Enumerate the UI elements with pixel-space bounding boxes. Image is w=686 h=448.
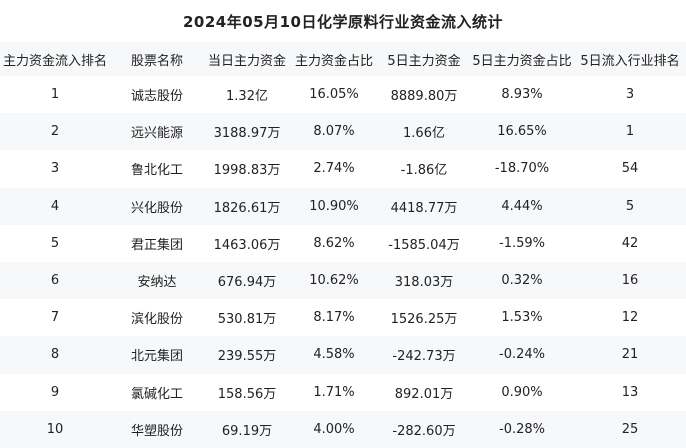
cell-5d-industry-inflow-rank: 16 — [574, 261, 686, 300]
table-header-row: 主力资金流入排名 股票名称 当日主力资金 主力资金占比 5日主力资金 5日主力资金占比 5日… — [0, 42, 686, 76]
table-row: 4 兴化股份 1826.61万 10.90% 4418.77万 4.44% 5 — [0, 187, 686, 225]
cell-main-fund-inflow-rank: 1 — [0, 76, 110, 114]
table-row: 3 鲁北化工 1998.83万 2.74% -1.86亿 -18.70% 54 — [0, 150, 686, 188]
cell-main-fund-inflow-rank: 3 — [0, 150, 110, 188]
title-bar: 2024年05月10日化学原料行业资金流入统计 — [0, 0, 686, 42]
cell-5d-main-fund-ratio: 4.44% — [470, 187, 574, 225]
cell-5d-industry-inflow-rank: 13 — [574, 373, 686, 411]
cell-today-main-fund: 1463.06万 — [204, 224, 290, 262]
column-header-5: 5日主力资金占比 — [470, 42, 574, 76]
cell-5d-main-fund-ratio: 8.93% — [470, 76, 574, 114]
cell-main-fund-inflow-rank: 4 — [0, 187, 110, 225]
cell-main-fund-inflow-rank: 10 — [0, 410, 110, 448]
cell-stock-name: 兴化股份 — [110, 187, 204, 225]
cell-5d-main-fund: 8889.80万 — [378, 76, 470, 114]
column-header-2: 当日主力资金 — [204, 42, 290, 76]
cell-today-main-fund: 1826.61万 — [204, 187, 290, 225]
cell-5d-industry-inflow-rank: 54 — [574, 150, 686, 188]
table-row: 8 北元集团 239.55万 4.58% -242.73万 -0.24% 21 — [0, 336, 686, 374]
cell-5d-main-fund: 318.03万 — [378, 261, 470, 300]
cell-5d-main-fund: -282.60万 — [378, 410, 470, 448]
cell-stock-name: 北元集团 — [110, 336, 204, 374]
page-title: 2024年05月10日化学原料行业资金流入统计 — [183, 12, 503, 31]
cell-5d-main-fund: -242.73万 — [378, 336, 470, 374]
cell-5d-main-fund-ratio: -18.70% — [470, 150, 574, 188]
cell-stock-name: 氯碱化工 — [110, 373, 204, 411]
cell-5d-industry-inflow-rank: 25 — [574, 410, 686, 448]
table-head: 主力资金流入排名 股票名称 当日主力资金 主力资金占比 5日主力资金 5日主力资金占比 5日… — [0, 42, 686, 76]
table-row: 6 安纳达 676.94万 10.62% 318.03万 0.32% 16 — [0, 261, 686, 300]
cell-5d-industry-inflow-rank: 3 — [574, 76, 686, 114]
cell-5d-main-fund-ratio: -0.28% — [470, 410, 574, 448]
cell-5d-main-fund: -1.86亿 — [378, 150, 470, 188]
column-header-1: 股票名称 — [110, 42, 204, 76]
cell-5d-main-fund-ratio: 1.53% — [470, 299, 574, 337]
cell-main-fund-inflow-rank: 7 — [0, 299, 110, 337]
cell-main-fund-ratio: 10.62% — [290, 261, 378, 300]
table-row: 5 君正集团 1463.06万 8.62% -1585.04万 -1.59% 42 — [0, 224, 686, 262]
column-header-6: 5日流入行业排名 — [574, 42, 686, 76]
cell-main-fund-ratio: 10.90% — [290, 187, 378, 225]
table-row: 1 诚志股份 1.32亿 16.05% 8889.80万 8.93% 3 — [0, 76, 686, 114]
cell-5d-main-fund: 4418.77万 — [378, 187, 470, 225]
cell-main-fund-ratio: 8.07% — [290, 113, 378, 151]
cell-5d-main-fund: 1.66亿 — [378, 113, 470, 151]
cell-today-main-fund: 158.56万 — [204, 373, 290, 411]
cell-5d-industry-inflow-rank: 42 — [574, 224, 686, 262]
cell-main-fund-inflow-rank: 5 — [0, 224, 110, 262]
cell-main-fund-ratio: 1.71% — [290, 373, 378, 411]
cell-stock-name: 鲁北化工 — [110, 150, 204, 188]
cell-5d-industry-inflow-rank: 12 — [574, 299, 686, 337]
cell-5d-main-fund: 1526.25万 — [378, 299, 470, 337]
cell-main-fund-ratio: 4.00% — [290, 410, 378, 448]
cell-5d-industry-inflow-rank: 5 — [574, 187, 686, 225]
cell-5d-main-fund-ratio: -1.59% — [470, 224, 574, 262]
cell-stock-name: 滨化股份 — [110, 299, 204, 337]
cell-today-main-fund: 530.81万 — [204, 299, 290, 337]
cell-main-fund-inflow-rank: 8 — [0, 336, 110, 374]
cell-5d-main-fund: 892.01万 — [378, 373, 470, 411]
cell-5d-industry-inflow-rank: 21 — [574, 336, 686, 374]
cell-5d-industry-inflow-rank: 1 — [574, 113, 686, 151]
cell-main-fund-inflow-rank: 9 — [0, 373, 110, 411]
cell-today-main-fund: 676.94万 — [204, 261, 290, 300]
cell-main-fund-ratio: 8.17% — [290, 299, 378, 337]
table-row: 7 滨化股份 530.81万 8.17% 1526.25万 1.53% 12 — [0, 299, 686, 337]
cell-today-main-fund: 239.55万 — [204, 336, 290, 374]
cell-stock-name: 远兴能源 — [110, 113, 204, 151]
cell-today-main-fund: 69.19万 — [204, 410, 290, 448]
cell-main-fund-ratio: 16.05% — [290, 76, 378, 114]
fund-flow-table: 主力资金流入排名 股票名称 当日主力资金 主力资金占比 5日主力资金 5日主力资金占比 5日… — [0, 42, 686, 448]
cell-stock-name: 君正集团 — [110, 224, 204, 262]
cell-5d-main-fund-ratio: 0.32% — [470, 261, 574, 300]
cell-5d-main-fund-ratio: -0.24% — [470, 336, 574, 374]
cell-5d-main-fund-ratio: 16.65% — [470, 113, 574, 151]
table-body: 1 诚志股份 1.32亿 16.05% 8889.80万 8.93% 3 2 远兴能源 3188.… — [0, 76, 686, 448]
column-header-4: 5日主力资金 — [378, 42, 470, 76]
table-row: 2 远兴能源 3188.97万 8.07% 1.66亿 16.65% 1 — [0, 113, 686, 151]
cell-main-fund-inflow-rank: 2 — [0, 113, 110, 151]
cell-main-fund-ratio: 4.58% — [290, 336, 378, 374]
column-header-0: 主力资金流入排名 — [0, 42, 110, 76]
cell-today-main-fund: 1.32亿 — [204, 76, 290, 114]
cell-stock-name: 华塑股份 — [110, 410, 204, 448]
column-header-3: 主力资金占比 — [290, 42, 378, 76]
cell-stock-name: 诚志股份 — [110, 76, 204, 114]
cell-5d-main-fund-ratio: 0.90% — [470, 373, 574, 411]
cell-main-fund-inflow-rank: 6 — [0, 261, 110, 300]
cell-today-main-fund: 1998.83万 — [204, 150, 290, 188]
table-row: 9 氯碱化工 158.56万 1.71% 892.01万 0.90% 13 — [0, 373, 686, 411]
table-row: 10 华塑股份 69.19万 4.00% -282.60万 -0.28% 25 — [0, 410, 686, 448]
cell-main-fund-ratio: 8.62% — [290, 224, 378, 262]
cell-stock-name: 安纳达 — [110, 261, 204, 300]
cell-main-fund-ratio: 2.74% — [290, 150, 378, 188]
cell-today-main-fund: 3188.97万 — [204, 113, 290, 151]
cell-5d-main-fund: -1585.04万 — [378, 224, 470, 262]
